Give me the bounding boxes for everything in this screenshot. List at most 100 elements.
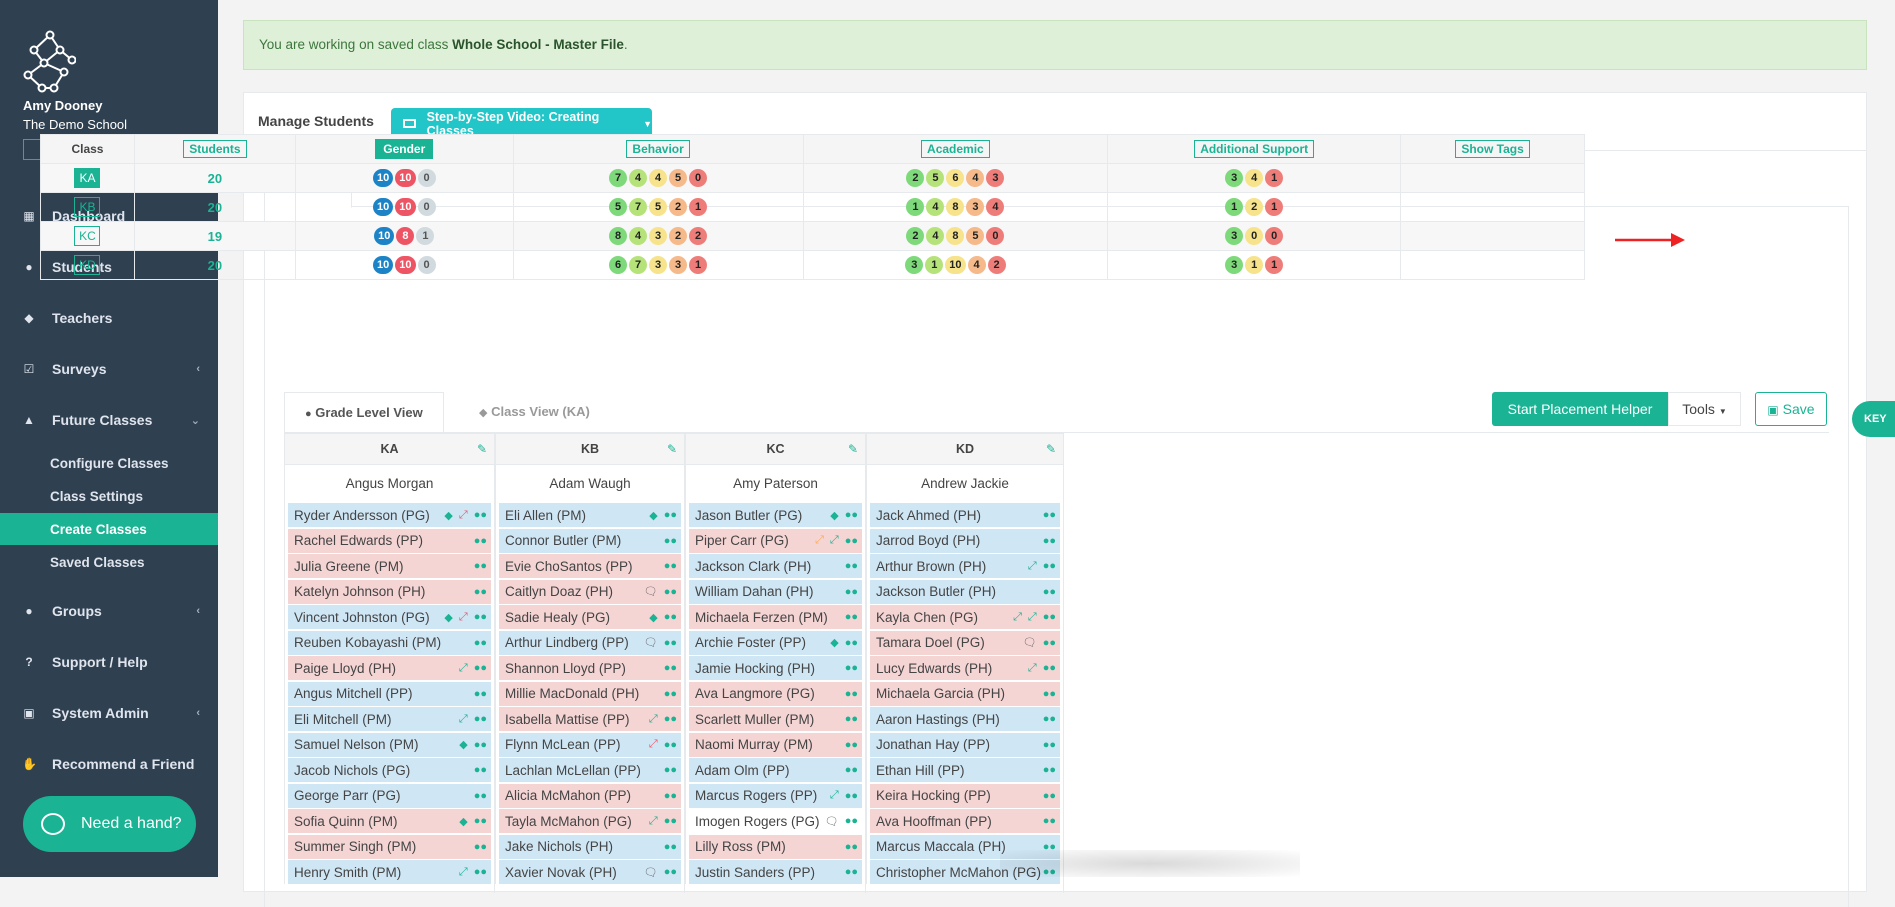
- show-tags-button[interactable]: Show Tags: [1455, 140, 1530, 158]
- nav-support[interactable]: ? Support / Help: [0, 642, 218, 682]
- academic-count: 3: [966, 198, 985, 216]
- comment-icon: 🗨: [643, 586, 658, 598]
- student-card[interactable]: Flynn McLean (PP) ⤢ ●●: [499, 732, 681, 757]
- class-badge[interactable]: KB: [74, 197, 101, 217]
- behavior-sort-button[interactable]: Behavior: [626, 140, 690, 158]
- student-card[interactable]: George Parr (PG) ●●: [288, 783, 491, 808]
- subnav-class-settings[interactable]: Class Settings: [50, 488, 144, 504]
- student-card[interactable]: Jake Nichols (PH) ●●: [499, 834, 681, 859]
- student-card[interactable]: Lilly Ross (PM) ●●: [689, 834, 862, 859]
- student-card[interactable]: Sadie Healy (PG) ◆ ●●: [499, 605, 681, 629]
- student-card[interactable]: Jackson Butler (PH) ●●: [870, 579, 1060, 604]
- student-card[interactable]: Ethan Hill (PP) ●●: [870, 758, 1060, 782]
- gender-sort-button[interactable]: Gender: [375, 139, 434, 159]
- student-card[interactable]: Rachel Edwards (PP) ●●: [288, 528, 491, 553]
- student-card[interactable]: Caitlyn Doaz (PH) 🗨 ●●: [499, 579, 681, 604]
- pencil-icon[interactable]: ✎: [1045, 442, 1056, 456]
- student-card[interactable]: Imogen Rogers (PG) 🗨 ●●: [689, 809, 862, 833]
- student-card[interactable]: Jonathan Hay (PP) ●●: [870, 732, 1060, 757]
- graduation-cap-icon: ◆: [479, 407, 488, 419]
- academic-sort-button[interactable]: Academic: [921, 140, 990, 158]
- pencil-icon[interactable]: ✎: [847, 442, 858, 456]
- student-card[interactable]: Jason Butler (PG) ◆ ●●: [689, 503, 862, 527]
- class-badge[interactable]: KA: [74, 168, 101, 188]
- student-card[interactable]: Justin Sanders (PP) ●●: [689, 860, 862, 884]
- student-card[interactable]: Archie Foster (PP) ◆ ●●: [689, 630, 862, 655]
- tab-class-view[interactable]: ◆ Class View (KA): [479, 392, 590, 433]
- student-card[interactable]: Eli Allen (PM) ◆ ●●: [499, 503, 681, 527]
- student-card[interactable]: Marcus Rogers (PP) ⤢ ●●: [689, 783, 862, 808]
- student-card[interactable]: Arthur Brown (PH) ⤢ ●●: [870, 554, 1060, 578]
- student-card[interactable]: Jamie Hocking (PH) ●●: [689, 656, 862, 680]
- nav-recommend[interactable]: ✋ Recommend a Friend: [0, 744, 218, 784]
- class-badge[interactable]: KC: [74, 226, 101, 246]
- student-card[interactable]: Aaron Hastings (PH) ●●: [870, 707, 1060, 731]
- nav-surveys[interactable]: ☑ Surveys ‹: [0, 349, 218, 389]
- student-card[interactable]: Marcus Maccala (PH) ●●: [870, 834, 1060, 859]
- student-card[interactable]: Piper Carr (PG) ⤢ ⤢ ●●: [689, 528, 862, 553]
- nav-future-classes[interactable]: ▲ Future Classes ⌄: [0, 400, 218, 440]
- nav-groups[interactable]: ● Groups ‹: [0, 591, 218, 631]
- student-card[interactable]: Keira Hocking (PP) ●●: [870, 783, 1060, 808]
- student-card[interactable]: Naomi Murray (PM) ●●: [689, 732, 862, 757]
- student-card[interactable]: Katelyn Johnson (PH) ●●: [288, 579, 491, 604]
- class-badge[interactable]: KD: [74, 255, 101, 275]
- student-card[interactable]: Michaela Garcia (PH) ●●: [870, 681, 1060, 706]
- student-card[interactable]: Shannon Lloyd (PP) ●●: [499, 656, 681, 680]
- student-card[interactable]: Reuben Kobayashi (PM) ●●: [288, 630, 491, 655]
- student-card[interactable]: Isabella Mattise (PP) ⤢ ●●: [499, 707, 681, 731]
- student-card[interactable]: Sofia Quinn (PM) ◆ ●●: [288, 809, 491, 833]
- student-icons: ●●: [474, 554, 487, 578]
- group-icon: ●●: [473, 713, 487, 725]
- nav-system-admin[interactable]: ▣ System Admin ‹: [0, 693, 218, 733]
- student-card[interactable]: Ryder Andersson (PG) ◆ ⤢ ●●: [288, 503, 491, 527]
- student-card[interactable]: Tamara Doel (PG) 🗨 ●●: [870, 630, 1060, 655]
- pencil-icon[interactable]: ✎: [666, 442, 677, 456]
- student-card[interactable]: William Dahan (PH) ●●: [689, 579, 862, 604]
- key-button[interactable]: KEY: [1852, 401, 1895, 437]
- student-card[interactable]: Kayla Chen (PG) ⤢ ⤢ ●●: [870, 605, 1060, 629]
- student-card[interactable]: Millie MacDonald (PH) ●●: [499, 681, 681, 706]
- student-card[interactable]: Lachlan McLellan (PP) ●●: [499, 758, 681, 782]
- student-card[interactable]: Xavier Novak (PH) 🗨 ●●: [499, 860, 681, 884]
- subnav-saved-classes[interactable]: Saved Classes: [50, 554, 145, 570]
- student-card[interactable]: Tayla McMahon (PG) ⤢ ●●: [499, 809, 681, 833]
- student-card[interactable]: Connor Butler (PM) ●●: [499, 528, 681, 553]
- nav-teachers[interactable]: ◆ Teachers: [0, 298, 218, 338]
- support-sort-button[interactable]: Additional Support: [1194, 140, 1315, 158]
- student-name: Lucy Edwards (PH): [876, 660, 993, 676]
- student-card[interactable]: Arthur Lindberg (PP) 🗨 ●●: [499, 630, 681, 655]
- student-card[interactable]: Henry Smith (PM) ⤢ ●●: [288, 860, 491, 884]
- student-card[interactable]: Eli Mitchell (PM) ⤢ ●●: [288, 707, 491, 731]
- student-card[interactable]: Summer Singh (PM) ●●: [288, 834, 491, 859]
- tab-grade-level-view[interactable]: ● Grade Level View: [284, 392, 444, 433]
- subnav-create-classes[interactable]: Create Classes: [0, 513, 218, 545]
- student-card[interactable]: Jackson Clark (PH) ●●: [689, 554, 862, 578]
- need-a-hand-button[interactable]: Need a hand?: [23, 796, 196, 852]
- student-card[interactable]: Alicia McMahon (PP) ●●: [499, 783, 681, 808]
- help-label: Need a hand?: [81, 815, 182, 832]
- student-card[interactable]: Angus Mitchell (PP) ●●: [288, 681, 491, 706]
- student-card[interactable]: Scarlett Muller (PM) ●●: [689, 707, 862, 731]
- student-card[interactable]: Julia Greene (PM) ●●: [288, 554, 491, 578]
- student-card[interactable]: Jack Ahmed (PH) ●●: [870, 503, 1060, 527]
- student-card[interactable]: Evie ChoSantos (PP) ●●: [499, 554, 681, 578]
- pencil-icon[interactable]: ✎: [476, 442, 487, 456]
- tools-dropdown-button[interactable]: Tools ▼: [1668, 392, 1741, 426]
- student-card[interactable]: Samuel Nelson (PM) ◆ ●●: [288, 732, 491, 757]
- save-button[interactable]: ▣ Save: [1755, 392, 1827, 426]
- student-card[interactable]: Adam Olm (PP) ●●: [689, 758, 862, 782]
- student-card[interactable]: Jarrod Boyd (PH) ●●: [870, 528, 1060, 553]
- student-card[interactable]: Jacob Nichols (PG) ●●: [288, 758, 491, 782]
- student-card[interactable]: Ava Langmore (PG) ●●: [689, 681, 862, 706]
- student-icons: ●●: [845, 605, 858, 629]
- student-card[interactable]: Vincent Johnston (PG) ◆ ⤢ ●●: [288, 605, 491, 629]
- student-card[interactable]: Lucy Edwards (PH) ⤢ ●●: [870, 656, 1060, 680]
- students-sort-button[interactable]: Students: [183, 140, 247, 158]
- subnav-configure-classes[interactable]: Configure Classes: [50, 455, 169, 471]
- student-card[interactable]: Michaela Ferzen (PM) ●●: [689, 605, 862, 629]
- start-placement-helper-button[interactable]: Start Placement Helper: [1492, 392, 1668, 426]
- student-count: 20: [207, 170, 223, 186]
- student-card[interactable]: Ava Hooffman (PP) ●●: [870, 809, 1060, 833]
- student-card[interactable]: Paige Lloyd (PH) ⤢ ●●: [288, 656, 491, 680]
